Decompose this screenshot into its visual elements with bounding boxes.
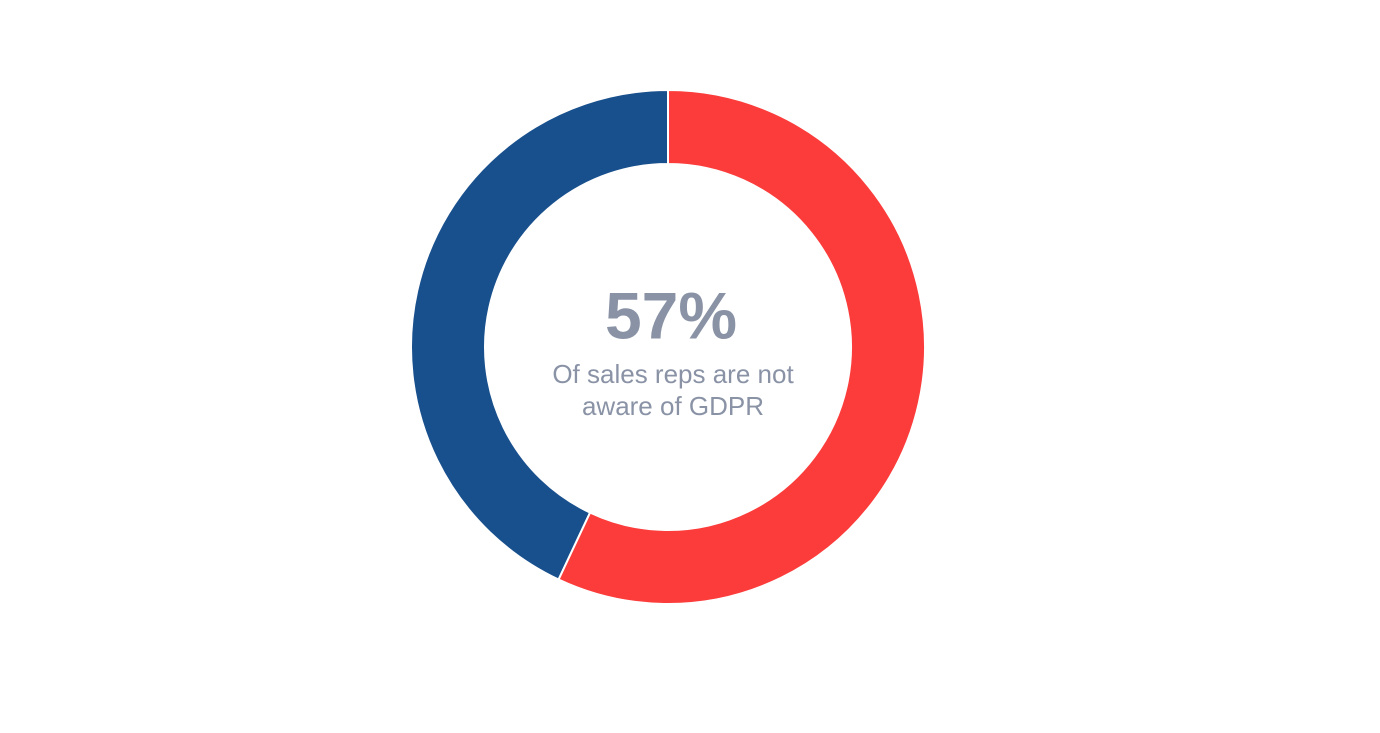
center-caption: Of sales reps are not [552,359,794,389]
center-caption: aware of GDPR [582,391,764,421]
donut-segment [410,88,669,581]
donut-segment [557,88,926,605]
center-value: 57% [605,278,737,352]
